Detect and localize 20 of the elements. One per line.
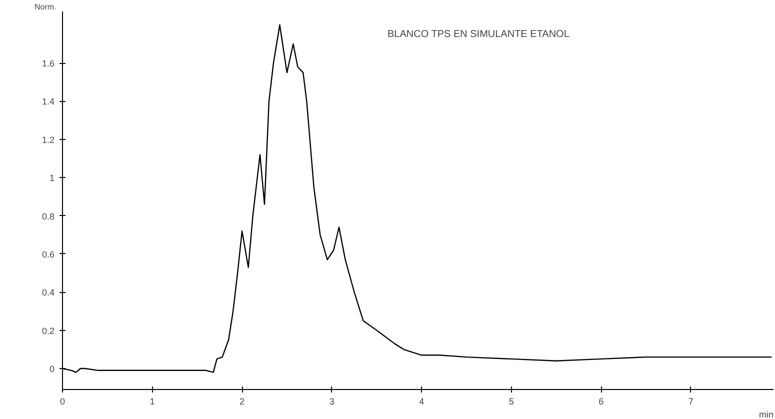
y-tick-label: 1.6 — [42, 58, 55, 69]
y-tick-label: 0.2 — [42, 326, 55, 336]
y-tick-label: 0 — [49, 364, 55, 374]
x-tick-label: 7 — [688, 396, 694, 406]
x-axis-title: min — [759, 410, 774, 419]
x-tick-label: 2 — [240, 396, 245, 406]
x-tick-label: 3 — [329, 396, 334, 406]
x-tick-label: 5 — [508, 396, 514, 406]
y-axis-title: Norm. — [34, 2, 56, 12]
x-tick-label: 6 — [598, 396, 604, 406]
y-tick-label: 1.2 — [42, 134, 55, 145]
y-tick-label: 0.6 — [42, 249, 55, 260]
y-tick-label: 1 — [49, 173, 55, 184]
y-tick-label: 0.8 — [42, 211, 55, 222]
x-tick-label: 0 — [60, 396, 66, 406]
y-tick-label: 0.4 — [42, 288, 55, 298]
y-tick-label: 1.4 — [42, 96, 55, 107]
x-tick-label: 1 — [150, 396, 155, 406]
annotation: BLANCO TPS EN SIMULANTE ETANOL — [388, 29, 570, 40]
x-tick-label: 4 — [419, 396, 424, 406]
